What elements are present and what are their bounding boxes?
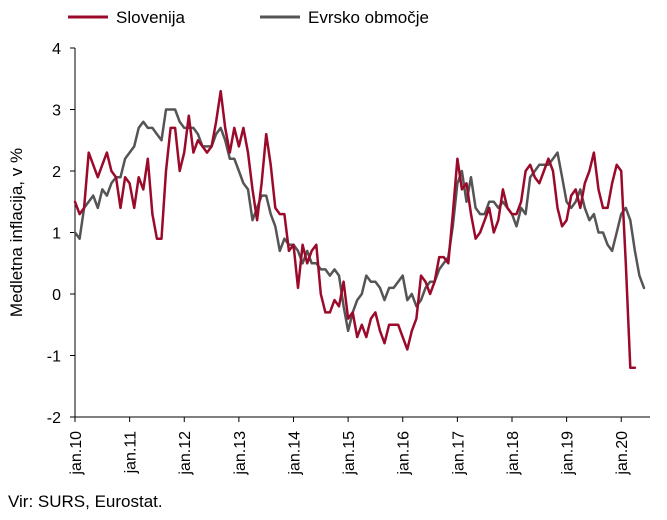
x-tick-label: jan.16 bbox=[396, 431, 413, 476]
x-tick-label: jan.19 bbox=[560, 431, 577, 476]
source-note: Vir: SURS, Eurostat. bbox=[8, 492, 163, 511]
x-tick-label: jan.20 bbox=[614, 431, 631, 476]
y-tick-label: 1 bbox=[52, 226, 61, 243]
y-tick-label: -2 bbox=[47, 410, 61, 427]
x-tick-label: jan.12 bbox=[177, 431, 194, 476]
y-tick-label: 3 bbox=[52, 103, 61, 120]
legend-label: Evrsko območje bbox=[308, 8, 429, 27]
y-axis-label: Medletna inflacija, v % bbox=[7, 148, 26, 317]
x-tick-label: jan.14 bbox=[286, 431, 303, 476]
x-tick-label: jan.15 bbox=[341, 431, 358, 476]
x-tick-label: jan.11 bbox=[123, 431, 140, 475]
y-tick-label: -1 bbox=[47, 349, 61, 366]
x-tick-label: jan.13 bbox=[232, 431, 249, 476]
y-tick-label: 2 bbox=[52, 164, 61, 181]
x-tick-label: jan.17 bbox=[450, 431, 467, 476]
series-line-evrsko-obmo-je bbox=[73, 108, 646, 333]
y-tick-label: 0 bbox=[52, 287, 61, 304]
x-axis-ticks: jan.10 jan.11 jan.12 jan.13 jan.14 jan.15 jan.… bbox=[68, 417, 631, 476]
y-tick-label: 4 bbox=[52, 41, 61, 58]
legend-label: Slovenija bbox=[116, 8, 186, 27]
legend: Slovenija Evrsko območje bbox=[68, 8, 429, 27]
series-line-slovenija bbox=[73, 89, 637, 370]
y-axis-ticks: -2 -1 0 1 2 3 4 bbox=[47, 41, 75, 427]
x-tick-label: jan.18 bbox=[505, 431, 522, 476]
x-tick-label: jan.10 bbox=[68, 431, 85, 476]
series-lines bbox=[73, 89, 646, 370]
